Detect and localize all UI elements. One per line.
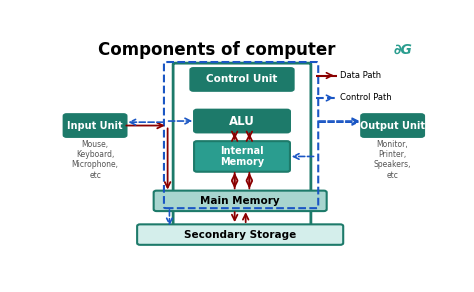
- Text: Components of computer: Components of computer: [99, 41, 336, 59]
- Text: Mouse,
Keyboard,
Microphone,
etc: Mouse, Keyboard, Microphone, etc: [72, 140, 118, 180]
- Text: Input Unit: Input Unit: [67, 121, 123, 131]
- Text: Control Unit: Control Unit: [206, 74, 278, 84]
- FancyBboxPatch shape: [194, 110, 290, 132]
- FancyBboxPatch shape: [154, 191, 327, 211]
- FancyBboxPatch shape: [194, 141, 290, 172]
- Text: Secondary Storage: Secondary Storage: [184, 230, 296, 239]
- Text: ∂G: ∂G: [393, 43, 412, 57]
- FancyBboxPatch shape: [137, 224, 343, 245]
- Text: Monitor,
Printer,
Speakers,
etc: Monitor, Printer, Speakers, etc: [374, 140, 411, 180]
- Text: Data Path: Data Path: [340, 71, 382, 80]
- Text: Internal
Memory: Internal Memory: [220, 146, 264, 167]
- FancyBboxPatch shape: [361, 114, 424, 137]
- Text: Main Memory: Main Memory: [201, 196, 280, 206]
- Text: ALU: ALU: [229, 114, 255, 128]
- FancyBboxPatch shape: [191, 68, 293, 91]
- FancyBboxPatch shape: [64, 114, 127, 137]
- Text: Output Unit: Output Unit: [360, 121, 425, 131]
- Text: Control Path: Control Path: [340, 93, 392, 102]
